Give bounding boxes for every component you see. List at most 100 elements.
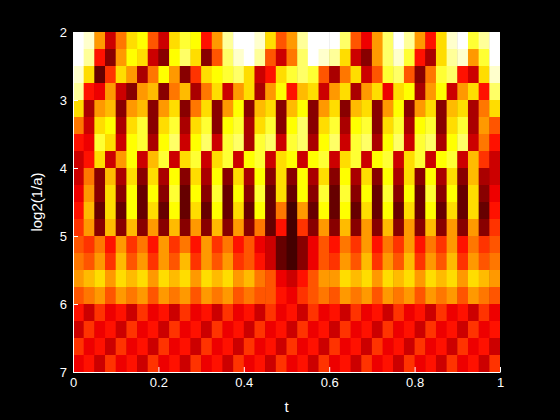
cell (94, 117, 105, 135)
cell (137, 66, 148, 84)
cell (489, 100, 500, 118)
cell (287, 202, 298, 220)
cell (84, 219, 95, 237)
cell (276, 304, 287, 322)
cell (297, 100, 308, 118)
cell (425, 338, 436, 356)
cell (319, 202, 330, 220)
cell (276, 66, 287, 84)
cell (158, 270, 169, 288)
cell (94, 304, 105, 322)
cell (148, 66, 159, 84)
cell (73, 287, 84, 305)
cell (190, 66, 201, 84)
cell (351, 66, 362, 84)
cell (116, 134, 127, 152)
cell (169, 117, 180, 135)
cell (351, 338, 362, 356)
cell (105, 185, 116, 203)
cell (340, 100, 351, 118)
cell (137, 134, 148, 152)
cell (73, 219, 84, 237)
cell (105, 287, 116, 305)
cell (415, 202, 426, 220)
cell (372, 270, 383, 288)
cell (319, 236, 330, 254)
cell (116, 338, 127, 356)
cell (351, 83, 362, 101)
cell (383, 168, 394, 186)
cell (447, 338, 458, 356)
cell (361, 321, 372, 339)
tick-mark (73, 100, 78, 101)
cell (393, 253, 404, 271)
cell (372, 219, 383, 237)
cell (393, 168, 404, 186)
cell (276, 338, 287, 356)
cell (148, 32, 159, 50)
cell (233, 355, 244, 372)
cell (351, 321, 362, 339)
cell (190, 304, 201, 322)
cell (137, 355, 148, 372)
cell (126, 49, 137, 67)
cell (222, 83, 233, 101)
cell (105, 338, 116, 356)
cell (276, 185, 287, 203)
cell (383, 338, 394, 356)
cell (265, 355, 276, 372)
cell (244, 321, 255, 339)
cell (415, 270, 426, 288)
cell (383, 185, 394, 203)
cell (222, 236, 233, 254)
cell (393, 287, 404, 305)
cell (254, 32, 265, 50)
cell (148, 49, 159, 67)
cell (351, 185, 362, 203)
cell (126, 270, 137, 288)
cell (404, 287, 415, 305)
cell (116, 321, 127, 339)
cell (158, 83, 169, 101)
cell (190, 236, 201, 254)
cell (340, 355, 351, 372)
cell (276, 151, 287, 169)
cell (415, 83, 426, 101)
cell (361, 338, 372, 356)
cell (489, 117, 500, 135)
cell (404, 338, 415, 356)
cell (169, 202, 180, 220)
cell (489, 338, 500, 356)
cell (265, 338, 276, 356)
cell (73, 49, 84, 67)
cell (468, 338, 479, 356)
cell (212, 151, 223, 169)
cell (137, 117, 148, 135)
cell (212, 66, 223, 84)
cell (233, 338, 244, 356)
cell (308, 355, 319, 372)
cell (126, 338, 137, 356)
cell (489, 185, 500, 203)
cell (457, 321, 468, 339)
cell (308, 168, 319, 186)
cell (489, 304, 500, 322)
cell (372, 321, 383, 339)
cell (126, 321, 137, 339)
cell (73, 253, 84, 271)
cell (126, 219, 137, 237)
cell (180, 253, 191, 271)
cell (436, 168, 447, 186)
cell (361, 185, 372, 203)
cell (222, 117, 233, 135)
cell (233, 117, 244, 135)
cell (212, 270, 223, 288)
cell (180, 219, 191, 237)
cell (351, 287, 362, 305)
cell (105, 253, 116, 271)
cell (244, 219, 255, 237)
cell (233, 253, 244, 271)
cell (468, 100, 479, 118)
cell (415, 151, 426, 169)
cell (148, 134, 159, 152)
